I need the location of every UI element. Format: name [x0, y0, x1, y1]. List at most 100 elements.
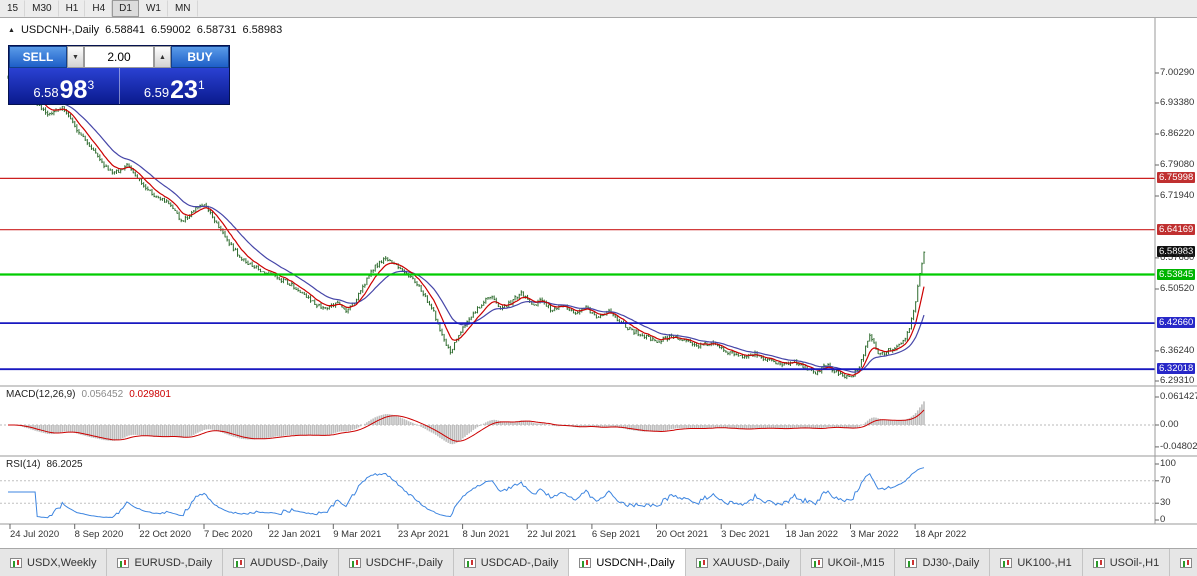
price-axis-label: 6.29310: [1160, 374, 1195, 386]
chart-symbol: USDCNH-,Daily: [20, 24, 100, 36]
volume-input[interactable]: [84, 46, 154, 68]
timeframe-button-h1[interactable]: H1: [58, 0, 86, 17]
timeframe-toolbar: 15 M30 H1 H4 D1 W1 MN: [0, 0, 1197, 18]
macd-signal-line: [8, 409, 925, 442]
chart-tab-label: AUDUSD-,Daily: [250, 556, 328, 569]
macd-axis-label: 0.061427: [1160, 391, 1197, 402]
chart-tab-icon: [810, 557, 823, 568]
ma-fast-line: [7, 77, 925, 376]
price-axis-label: 6.50520: [1160, 282, 1195, 294]
chart-tab-audusd-daily[interactable]: AUDUSD-,Daily: [223, 549, 339, 576]
time-axis-label: 22 Jul 2021: [527, 529, 577, 540]
time-axis-label: 6 Sep 2021: [591, 529, 641, 540]
sell-quote[interactable]: 6.58 98 3: [9, 68, 119, 104]
price-axis-label: 7.00290: [1160, 67, 1195, 78]
chart-tab-label: EURUSD-,Daily: [134, 556, 213, 569]
timeframe-button-mn[interactable]: MN: [167, 0, 198, 17]
chart-tab-ukoil-m15[interactable]: UKOil-,M15: [800, 549, 896, 576]
sell-price-prefix: 6.58: [33, 85, 59, 100]
volume-increase-button[interactable]: ▲: [154, 46, 171, 68]
price-axis-label: 6.71940: [1160, 190, 1195, 201]
chart-tab-label: UK100-,H1: [1017, 556, 1072, 569]
chart-tab-label: XAUUSD-,Daily: [712, 556, 790, 569]
timeframe-button-m30[interactable]: M30: [25, 0, 59, 17]
rsi-value: 86.2025: [46, 459, 83, 470]
chart-expand-icon[interactable]: ▲: [8, 27, 15, 34]
time-axis-label: 18 Apr 2022: [915, 529, 967, 540]
chart-tab-icon: [695, 557, 708, 568]
rsi-axis-label: 100: [1160, 458, 1176, 469]
rsi-axis-label: 70: [1160, 474, 1171, 486]
time-axis-label: 8 Jun 2021: [462, 529, 510, 540]
chart-tab-label: USDCHF-,Daily: [365, 556, 443, 569]
price-axis-label: 6.36240: [1160, 344, 1195, 356]
macd-axis-label: 0.00: [1160, 419, 1179, 430]
buy-price-prefix: 6.59: [143, 85, 170, 100]
chart-tab-icon: [579, 557, 592, 568]
chart-tab-uk100-h1[interactable]: UK100-,H1: [990, 549, 1083, 576]
chart-tab-usdchf-daily[interactable]: USDCHF-,Daily: [338, 549, 454, 576]
arrow-up-icon: ▲: [159, 53, 166, 61]
chart-tab-label: USOil-,H1: [1109, 556, 1160, 569]
quote-display: 6.58 98 3 6.59 23 1: [9, 68, 229, 104]
chart-tab-eurusd-daily[interactable]: EURUSD-,Daily: [107, 549, 224, 576]
candles-layer: [7, 74, 926, 380]
macd-main-value: 0.056452: [81, 389, 124, 400]
chart-tab-icon: [348, 557, 361, 568]
chart-tab-dj30-daily[interactable]: DJ30-,Daily: [895, 549, 991, 576]
buy-button[interactable]: BUY: [171, 46, 229, 68]
ohlc-open: 6.58841: [105, 24, 145, 36]
price-axis-label: 6.79080: [1160, 159, 1195, 171]
buy-quote[interactable]: 6.59 23 1: [118, 68, 230, 104]
timeframe-button-15[interactable]: 15: [0, 0, 26, 17]
chart-tab-usdcad-daily[interactable]: USDCAD-,Daily: [453, 549, 570, 576]
sell-button[interactable]: SELL: [9, 46, 67, 68]
rsi-name: RSI(14): [6, 459, 41, 470]
rsi-label: RSI(14) 86.2025: [6, 459, 83, 470]
time-axis-label: 8 Sep 2020: [74, 529, 124, 540]
chart-tab-icon: [905, 557, 918, 568]
chart-tab-label: UKOil-,M15: [827, 556, 885, 569]
rsi-panel: [0, 467, 1155, 519]
macd-name: MACD(12,26,9): [6, 389, 76, 400]
time-axis-label: 22 Jan 2021: [268, 529, 321, 540]
chart-tab-usdcnh-daily[interactable]: USDCNH-,Daily: [569, 549, 686, 576]
chart-tab-xauusd-daily[interactable]: XAUUSD-,Daily: [685, 549, 801, 576]
time-axis-label: 24 Jul 2020: [10, 529, 60, 540]
chart-tab-usdx-weekly[interactable]: USDX,Weekly: [0, 549, 108, 576]
chart-tab-label: DJ30-,Daily: [922, 556, 980, 569]
timeframe-button-d1[interactable]: D1: [112, 0, 139, 17]
arrow-down-icon: ▼: [72, 53, 79, 61]
chart-tab-icon: [1180, 557, 1193, 568]
time-axis-label: 20 Oct 2021: [656, 529, 709, 540]
time-axis-label: 22 Oct 2020: [139, 529, 192, 540]
chart-tab-icon: [1092, 557, 1105, 568]
price-line-label: 6.75998: [1157, 172, 1196, 184]
volume-decrease-button[interactable]: ▼: [67, 46, 84, 68]
chart-tab-usoil-h1[interactable]: USOil-,H1: [1082, 549, 1171, 576]
time-axis-label: 18 Jan 2022: [785, 529, 839, 540]
timeframe-button-h4[interactable]: H4: [85, 0, 113, 17]
rsi-axis-label: 0: [1160, 514, 1166, 525]
price-line-label: 6.64169: [1157, 223, 1196, 235]
time-axis-label: 9 Mar 2021: [333, 529, 382, 540]
macd-signal-value: 0.029801: [129, 389, 171, 400]
chart-tab-label: USDCAD-,Daily: [480, 556, 559, 569]
buy-price-big: 23: [170, 75, 198, 104]
price-line-label: 6.58983: [1157, 246, 1196, 258]
chart-tab-icon: [233, 557, 246, 568]
chart-tab-label: USDCNH-,Daily: [596, 556, 675, 569]
time-axis-label: 3 Dec 2021: [721, 529, 770, 540]
time-axis-label: 23 Apr 2021: [397, 529, 450, 540]
chart-tab-icon: [117, 557, 130, 568]
buy-price-sup: 1: [197, 78, 205, 92]
timeframe-button-w1[interactable]: W1: [138, 0, 168, 17]
ohlc-high: 6.59002: [150, 24, 191, 36]
sell-price-big: 98: [59, 75, 88, 104]
chart-title: ▲ USDCNH-,Daily 6.58841 6.59002 6.58731 …: [8, 24, 282, 36]
price-line-label: 6.53845: [1157, 268, 1196, 280]
chart-tab-icon: [463, 557, 476, 568]
chart-tab-hk50-h1[interactable]: HK50-,H1: [1170, 549, 1197, 576]
